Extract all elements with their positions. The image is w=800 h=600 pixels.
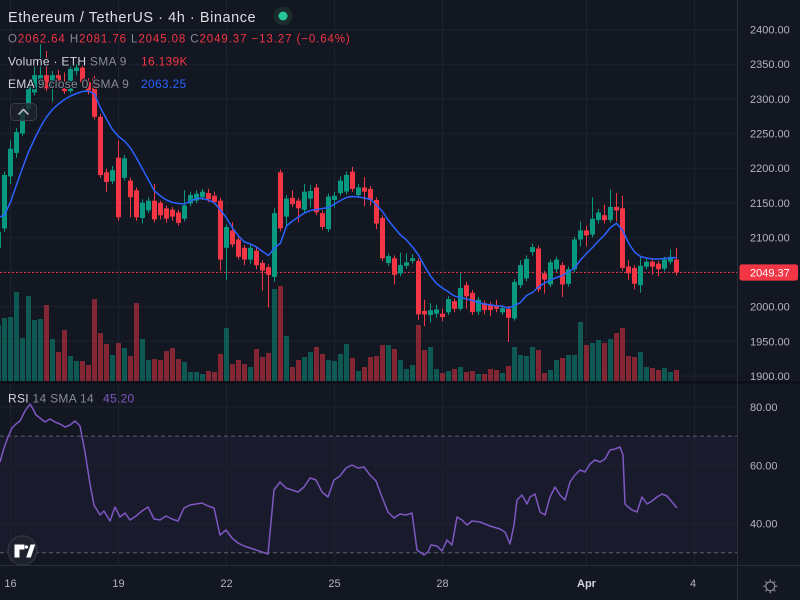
svg-text:16: 16 <box>4 578 16 590</box>
svg-text:1900.00: 1900.00 <box>750 371 790 383</box>
svg-text:RSI 14 SMA 14: RSI 14 SMA 14 <box>8 392 94 406</box>
svg-text:25: 25 <box>328 578 340 590</box>
svg-text:2350.00: 2350.00 <box>750 59 790 71</box>
svg-text:2049.37: 2049.37 <box>750 268 790 280</box>
svg-text:1950.00: 1950.00 <box>750 336 790 348</box>
svg-text:45.20: 45.20 <box>103 392 135 406</box>
svg-text:2250.00: 2250.00 <box>750 128 790 140</box>
svg-text:2063.25: 2063.25 <box>141 77 187 91</box>
svg-text:Ethereum / TetherUS · 4h · Bin: Ethereum / TetherUS · 4h · Binance <box>8 10 256 26</box>
svg-text:4: 4 <box>690 578 696 590</box>
svg-text:2150.00: 2150.00 <box>750 198 790 210</box>
svg-text:2300.00: 2300.00 <box>750 94 790 106</box>
svg-text:EMA 9 close 0 SMA 9: EMA 9 close 0 SMA 9 <box>8 77 129 91</box>
svg-text:22: 22 <box>220 578 232 590</box>
svg-text:80.00: 80.00 <box>750 402 778 414</box>
svg-text:19: 19 <box>112 578 124 590</box>
svg-text:16.139K: 16.139K <box>141 55 188 69</box>
svg-text:2400.00: 2400.00 <box>750 25 790 37</box>
svg-text:40.00: 40.00 <box>750 519 778 531</box>
svg-text:28: 28 <box>436 578 448 590</box>
svg-text:O2062.64 H2081.76 L2045.08 C20: O2062.64 H2081.76 L2045.08 C2049.37 −13.… <box>8 34 351 46</box>
svg-text:2100.00: 2100.00 <box>750 232 790 244</box>
svg-text:Apr: Apr <box>577 578 597 590</box>
svg-text:Volume · ETH SMA 9: Volume · ETH SMA 9 <box>8 55 127 69</box>
svg-text:2200.00: 2200.00 <box>750 163 790 175</box>
svg-text:2000.00: 2000.00 <box>750 302 790 314</box>
svg-text:60.00: 60.00 <box>750 460 778 472</box>
